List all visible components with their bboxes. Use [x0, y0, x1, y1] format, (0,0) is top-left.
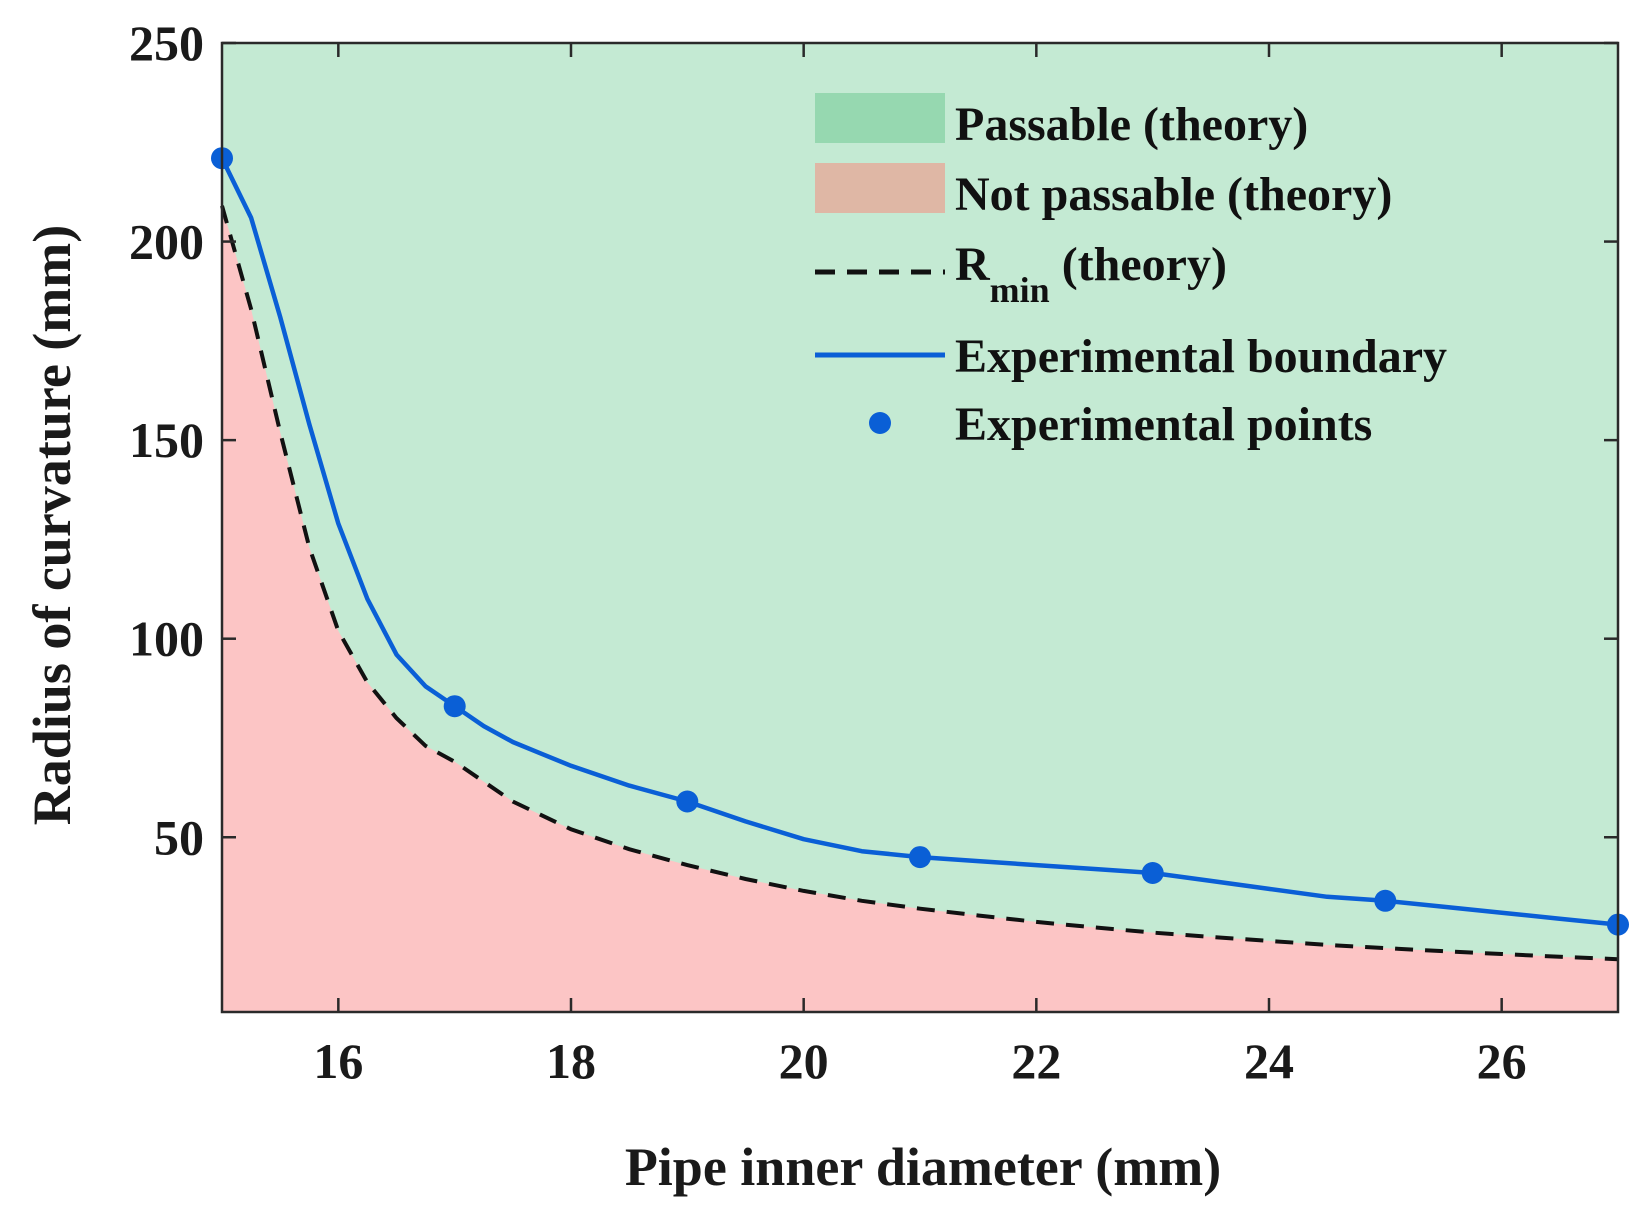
x-tick-label: 18	[546, 1033, 596, 1089]
legend-label-boundary: Experimental boundary	[955, 330, 1447, 383]
experimental-boundary-line	[219, 157, 1619, 927]
experimental-point	[1374, 889, 1397, 912]
legend-label-passable: Passable (theory)	[955, 98, 1308, 151]
x-axis-title: Pipe inner diameter (mm)	[625, 1137, 1221, 1197]
legend-label-points: Experimental points	[955, 398, 1372, 451]
experimental-point	[1141, 862, 1164, 884]
legend-label-rmin: Rmin (theory)	[955, 238, 1227, 310]
y-tick-label: 200	[129, 214, 204, 270]
legend-marker-points	[869, 412, 891, 434]
y-tick-label: 150	[129, 412, 204, 468]
not-passable-region	[222, 205, 1618, 1013]
rmin-theory-line	[220, 205, 1619, 962]
y-axis-title: Radius of curvature (mm)	[22, 225, 82, 825]
legend-rmin-main: R	[955, 238, 991, 291]
x-tick-label: 20	[779, 1033, 829, 1089]
legend-rmin-suffix: (theory)	[1050, 238, 1227, 291]
x-tick-label: 24	[1244, 1033, 1294, 1089]
legend-swatch-passable	[815, 93, 945, 143]
legend-label-not-passable: Not passable (theory)	[955, 168, 1392, 221]
x-tick-label: 26	[1477, 1033, 1527, 1089]
legend: Passable (theory) Not passable (theory) …	[815, 93, 1447, 451]
experimental-point	[443, 695, 466, 718]
y-tick-label: 50	[154, 809, 204, 865]
y-tick-label: 250	[129, 15, 204, 71]
legend-rmin-sub: min	[990, 270, 1050, 310]
experimental-point	[909, 846, 931, 869]
axes-box	[220, 41, 1620, 1014]
legend-swatch-not-passable	[815, 163, 945, 213]
x-tick-label: 16	[313, 1033, 363, 1089]
x-tick-label: 22	[1011, 1033, 1061, 1089]
y-tick-label: 100	[129, 611, 204, 667]
axis-ticks: 16 18 20 22 24 26 50 100 150 200 250	[129, 15, 1620, 1089]
experimental-point	[676, 790, 699, 813]
